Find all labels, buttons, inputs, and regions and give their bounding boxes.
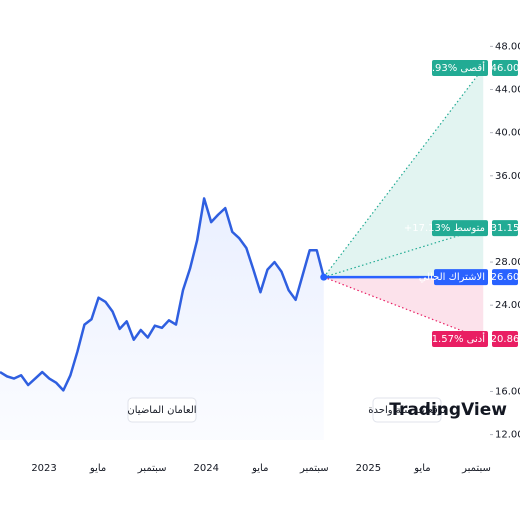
forecast-tag-label: +17.13% متوسط [404,223,485,234]
range-button-label: توقعات سنة واحدة [368,405,446,416]
forecast-tag [432,220,488,237]
y-tick-label: 16.00 [495,386,520,397]
price-tag [492,331,518,348]
y-tick-label: 24.00 [495,300,520,311]
x-tick-label: 2025 [356,463,381,474]
forecast-tag-label: الاشتراك الحالي [419,272,485,283]
x-tick-label: مايو [251,463,268,474]
range-button [372,397,442,423]
x-tick-label: سبتمبر [461,463,491,474]
history-area [0,198,324,440]
y-tick-label: 44.00 [495,85,520,96]
range-button-label: العامان الماضيان [127,405,196,416]
history-line [0,197,325,392]
current-point [320,273,328,281]
forecast-tag [432,331,488,348]
range-button [127,397,197,423]
x-tick-label: سبتمبر [299,463,329,474]
x-tick-label: 2023 [31,463,56,474]
x-tick-label: 2024 [193,463,218,474]
price-tag-label: 46.00 [491,63,520,74]
logo: TradingView [389,400,507,420]
x-tick-label: مايو [413,463,430,474]
price-tag-label: 20.86 [491,334,520,345]
y-tick-label: 40.00 [495,128,520,139]
x-tick-label: سبتمبر [137,463,167,474]
y-tick-label: 12.00 [495,430,520,441]
forecast-tag [434,269,488,286]
forecast-tag-label: -21.57% أدنى [422,332,485,345]
forecast-tag-label: +72.93% أقصى [411,61,485,74]
price-tag [492,220,518,237]
forecast-line [323,276,484,340]
price-tag-label: 26.60 [491,272,520,283]
price-tag [492,59,518,76]
price-tag [492,269,518,286]
forecast-tag [432,59,488,76]
price-tag-label: 31.15 [491,223,520,234]
x-tick-label: مايو [89,463,106,474]
y-tick-label: 36.00 [495,171,520,182]
y-tick-label: 48.00 [495,41,520,52]
y-tick-label: 28.00 [495,257,520,268]
